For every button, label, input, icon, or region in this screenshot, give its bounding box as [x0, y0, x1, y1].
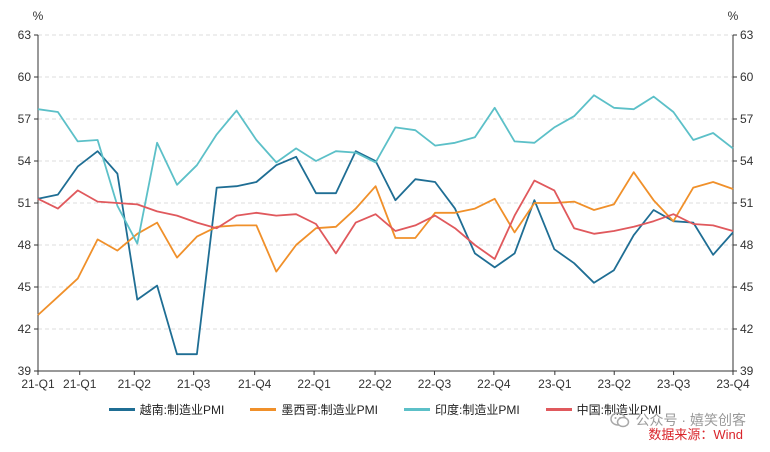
- y-tick-label-right-7: 60: [740, 70, 754, 84]
- y-axis-left-ticks: 39 42 45 48 51 54 57 60 63: [18, 28, 38, 378]
- y-axis-left-unit: %: [33, 9, 44, 23]
- legend-swatch-vietnam: [108, 407, 135, 411]
- x-tick-label-5: 22-Q1: [297, 377, 331, 391]
- y-tick-label-left-7: 60: [18, 70, 32, 84]
- y-tick-label-left-5: 54: [18, 154, 32, 168]
- watermark: 公众号 · 嬉笑创客: [609, 410, 746, 430]
- y-tick-label-right-6: 57: [740, 112, 754, 126]
- x-tick-label-8: 22-Q4: [477, 377, 511, 391]
- watermark-text: 公众号 · 嬉笑创客: [635, 412, 746, 428]
- y-tick-label-right-0: 39: [740, 364, 754, 378]
- x-tick-label-1: 21-Q1: [63, 377, 97, 391]
- legend-item-vietnam: 越南:制造业PMI: [108, 399, 225, 419]
- series-line-mexico: [37, 171, 734, 316]
- y-tick-label-right-4: 51: [740, 196, 754, 210]
- x-tick-label-10: 23-Q2: [598, 377, 632, 391]
- legend-item-india: 印度:制造业PMI: [404, 399, 520, 419]
- gridlines: [38, 34, 733, 372]
- source-note: 数据来源：Wind: [648, 427, 743, 442]
- legend-label-india: 印度:制造业PMI: [435, 402, 520, 417]
- series-lines: [37, 94, 734, 356]
- y-tick-label-right-5: 54: [740, 154, 754, 168]
- x-tick-label-4: 21-Q4: [238, 377, 272, 391]
- legend-label-mexico: 墨西哥:制造业PMI: [281, 402, 378, 417]
- y-tick-label-left-2: 45: [18, 280, 32, 294]
- x-tick-label-11: 23-Q3: [657, 377, 691, 391]
- legend-item-china: 中国:制造业PMI: [545, 399, 662, 419]
- series-line-vietnam: [37, 150, 734, 356]
- y-tick-label-left-6: 57: [18, 112, 32, 126]
- legend-item-mexico: 墨西哥:制造业PMI: [250, 399, 378, 419]
- y-tick-label-left-4: 51: [18, 196, 32, 210]
- y-tick-label-right-1: 42: [740, 322, 754, 336]
- x-tick-label-12: 23-Q4: [716, 377, 750, 391]
- x-tick-label-2: 21-Q2: [118, 377, 152, 391]
- series-line-india: [37, 94, 734, 245]
- x-axis-ticks: 21-Q1 21-Q1 21-Q2 21-Q3 21-Q4 22-Q1 22-Q2 22-Q3…: [21, 371, 750, 391]
- series-line-china: [37, 179, 734, 260]
- x-tick-label-0: 21-Q1: [21, 377, 55, 391]
- legend-label-china: 中国:制造业PMI: [576, 402, 662, 417]
- y-axis-right-unit: %: [728, 9, 739, 23]
- x-tick-label-7: 22-Q3: [418, 377, 452, 391]
- y-tick-label-right-8: 63: [740, 28, 754, 42]
- legend-swatch-china: [545, 407, 572, 411]
- y-tick-label-left-8: 63: [18, 28, 32, 42]
- y-tick-label-left-3: 48: [18, 238, 32, 252]
- legend: 越南:制造业PMI 墨西哥:制造业PMI 印度:制造业PMI 中国:制造业PMI: [0, 399, 770, 419]
- y-tick-label-left-0: 39: [18, 364, 32, 378]
- legend-label-vietnam: 越南:制造业PMI: [139, 402, 225, 417]
- legend-swatch-india: [404, 407, 430, 411]
- x-tick-label-6: 22-Q2: [358, 377, 392, 391]
- x-tick-label-9: 23-Q1: [538, 377, 572, 391]
- wechat-icon: [609, 412, 629, 428]
- y-tick-label-right-3: 48: [740, 238, 754, 252]
- legend-swatch-mexico: [250, 407, 277, 411]
- x-tick-label-3: 21-Q3: [177, 377, 211, 391]
- y-axis-right-ticks: 39 42 45 48 51 54 57 60 63: [733, 28, 754, 378]
- y-tick-label-right-2: 45: [740, 280, 754, 294]
- y-tick-label-left-1: 42: [18, 322, 32, 336]
